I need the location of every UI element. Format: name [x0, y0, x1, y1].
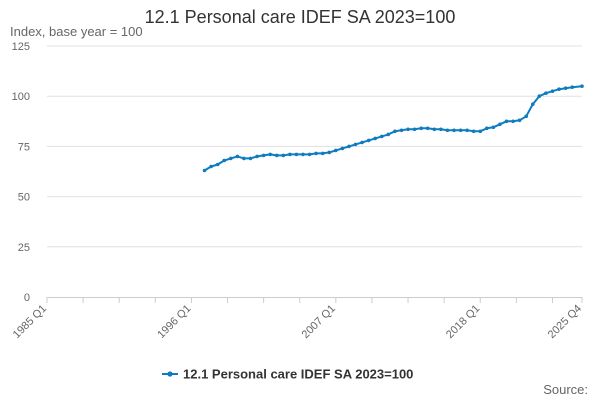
data-point[interactable]: [471, 129, 476, 134]
data-point[interactable]: [498, 122, 502, 127]
data-point[interactable]: [517, 118, 522, 123]
data-point[interactable]: [275, 153, 279, 158]
y-axis-label: Index, base year = 100: [10, 24, 143, 39]
x-tick-label: 1996 Q1: [155, 303, 193, 341]
data-point[interactable]: [281, 153, 286, 158]
data-point[interactable]: [580, 84, 584, 88]
data-point[interactable]: [425, 126, 430, 131]
data-point[interactable]: [537, 94, 542, 98]
y-tick-label: 50: [18, 192, 30, 204]
x-tick-label: 2025 Q4: [546, 303, 584, 341]
data-point[interactable]: [452, 128, 456, 133]
data-point[interactable]: [202, 168, 207, 173]
data-point[interactable]: [301, 152, 305, 157]
y-tick-label: 75: [18, 141, 30, 153]
source-label: Source:: [543, 382, 588, 397]
data-point[interactable]: [307, 152, 312, 157]
data-point[interactable]: [222, 158, 226, 163]
data-point[interactable]: [209, 164, 213, 169]
data-point[interactable]: [563, 86, 568, 90]
data-point[interactable]: [491, 125, 496, 130]
data-point[interactable]: [386, 132, 391, 137]
data-point[interactable]: [380, 134, 384, 139]
x-tick-label: 1985 Q1: [11, 303, 49, 341]
series-line: [203, 85, 583, 172]
data-point[interactable]: [353, 142, 358, 147]
data-point[interactable]: [393, 129, 397, 134]
data-point[interactable]: [544, 91, 548, 95]
series-group: [202, 84, 584, 173]
x-axis: [46, 297, 583, 303]
data-point[interactable]: [366, 138, 371, 143]
data-point[interactable]: [504, 119, 509, 124]
data-point[interactable]: [531, 102, 535, 106]
legend-entry-label: 12.1 Personal care IDEF SA 2023=100: [183, 367, 413, 382]
data-point[interactable]: [524, 114, 528, 119]
data-point[interactable]: [439, 127, 443, 132]
data-point[interactable]: [268, 152, 273, 157]
data-point[interactable]: [255, 154, 259, 159]
data-point[interactable]: [248, 156, 253, 161]
data-point[interactable]: [347, 144, 351, 149]
legend-point-marker: [167, 371, 173, 377]
data-point[interactable]: [432, 127, 437, 132]
chart-title: 12.1 Personal care IDEF SA 2023=100: [144, 7, 456, 27]
data-point[interactable]: [288, 152, 292, 157]
data-point[interactable]: [412, 127, 417, 132]
data-point[interactable]: [465, 128, 469, 133]
data-point[interactable]: [215, 162, 220, 167]
x-tick-label: 2007 Q1: [300, 303, 338, 341]
data-point[interactable]: [399, 128, 404, 133]
y-tick-label: 100: [12, 91, 30, 103]
data-point[interactable]: [261, 153, 266, 158]
legend[interactable]: 12.1 Personal care IDEF SA 2023=100: [162, 367, 413, 382]
data-point[interactable]: [242, 156, 246, 161]
data-point[interactable]: [360, 140, 364, 145]
data-point[interactable]: [373, 136, 378, 141]
y-tick-label: 125: [12, 41, 30, 53]
data-point[interactable]: [406, 127, 410, 132]
data-point[interactable]: [445, 128, 450, 133]
data-point[interactable]: [320, 151, 325, 156]
data-point[interactable]: [557, 87, 561, 91]
data-point[interactable]: [570, 85, 574, 89]
y-tick-label: 0: [24, 292, 30, 304]
x-tick-labels: 1985 Q1 1996 Q1 2007 Q1 2018 Q1 2025 Q4: [11, 303, 584, 341]
data-point[interactable]: [334, 148, 338, 153]
data-point[interactable]: [294, 152, 299, 157]
data-point[interactable]: [229, 156, 233, 161]
y-tick-labels: 0 25 50 75 100 125: [12, 41, 30, 304]
data-point[interactable]: [235, 154, 240, 159]
data-point[interactable]: [550, 89, 555, 93]
data-point[interactable]: [511, 119, 515, 124]
data-point[interactable]: [458, 128, 463, 133]
y-tick-label: 25: [18, 242, 30, 254]
data-point[interactable]: [419, 126, 424, 131]
data-point[interactable]: [340, 146, 345, 151]
data-point[interactable]: [485, 126, 489, 131]
data-point[interactable]: [327, 150, 332, 155]
gridlines: [47, 45, 582, 248]
data-point[interactable]: [478, 129, 483, 134]
data-point[interactable]: [314, 151, 318, 156]
x-tick-label: 2018 Q1: [444, 303, 482, 341]
